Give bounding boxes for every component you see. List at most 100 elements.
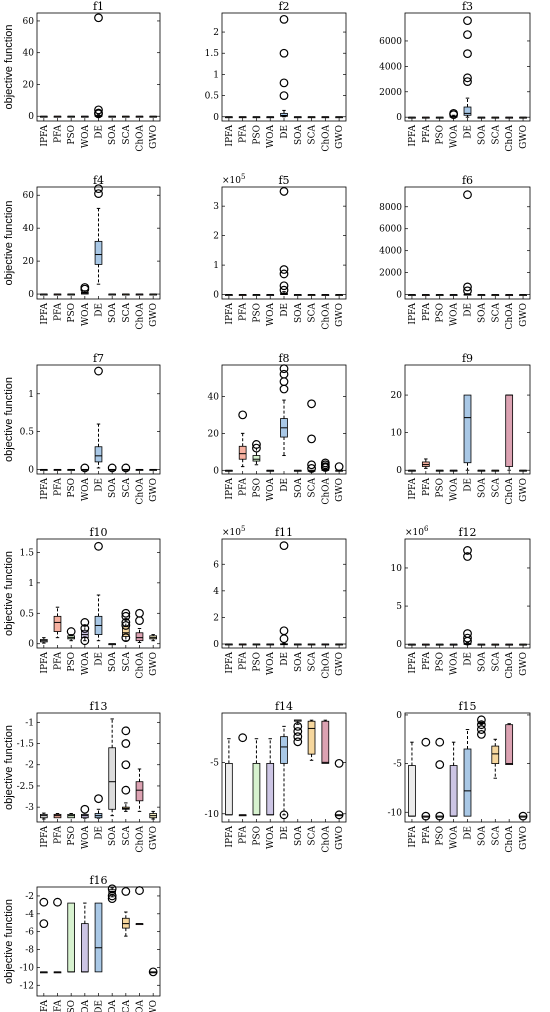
box-ChOA: [135, 293, 144, 296]
x-tick-label: PSO: [436, 478, 446, 498]
y-tick-label: -12: [20, 981, 35, 991]
box-PFA: [53, 115, 62, 118]
box-WOA: [80, 463, 90, 473]
x-tick-label: PFA: [239, 652, 249, 671]
y-tick-label: 0: [213, 640, 219, 650]
box-body: [108, 747, 116, 810]
box-PFA: [238, 116, 247, 119]
x-tick-label: GWO: [149, 303, 159, 327]
box-body: [94, 446, 103, 463]
box-DE: [279, 541, 289, 646]
outlier-point: [107, 884, 117, 894]
y-tick-label: 10: [391, 564, 403, 574]
outlier-point: [121, 608, 131, 618]
y-tick-label: 0: [396, 466, 402, 476]
y-tick-label: 0: [28, 112, 34, 122]
box-PSO: [66, 627, 76, 642]
box-body: [238, 445, 247, 460]
box-GWO: [335, 116, 343, 119]
box-body: [94, 902, 103, 973]
x-tick-label: SOA: [477, 652, 487, 673]
x-tick-label: IPFA: [225, 125, 235, 147]
x-tick-label: SCA: [308, 125, 318, 145]
box-SOA: [107, 463, 117, 473]
box-body: [81, 629, 89, 639]
x-tick-label: IPFA: [40, 125, 50, 147]
outlier-point: [80, 463, 90, 473]
box-IPFA: [225, 643, 233, 646]
chart-title: f1: [93, 0, 104, 13]
box-WOA: [80, 283, 90, 295]
y-axis-label: objective function: [3, 25, 15, 110]
x-tick-label: DE: [95, 478, 105, 492]
box-WOA: [449, 643, 458, 646]
chart-title: f7: [93, 352, 104, 365]
y-tick-label: 20: [208, 429, 220, 439]
x-tick-label: IPFA: [408, 652, 418, 674]
box-DE: [279, 364, 289, 457]
outlier-point: [463, 286, 472, 296]
x-tick-label: WOA: [81, 826, 91, 850]
box-SCA: [491, 294, 500, 297]
box-DE: [279, 187, 289, 295]
box-IPFA: [40, 293, 48, 296]
x-tick-label: ChOA: [505, 826, 515, 853]
x-tick-label: ChOA: [136, 478, 146, 505]
box-PSO: [435, 469, 444, 472]
box-SCA: [307, 719, 316, 761]
x-tick-label: SCA: [491, 125, 501, 145]
x-tick-label: DE: [464, 826, 474, 840]
box-SCA: [307, 116, 316, 119]
outlier-point: [121, 611, 131, 621]
box-SCA: [122, 293, 130, 296]
x-tick-label: DE: [280, 303, 290, 317]
box-ChOA: [135, 768, 144, 812]
box-PFA: [421, 643, 430, 646]
box-body: [280, 112, 288, 117]
x-tick-label: SOA: [477, 303, 487, 324]
y-tick-label: -2: [25, 761, 34, 771]
outlier-point: [121, 621, 131, 630]
x-tick-label: SCA: [122, 303, 132, 323]
box-GWO: [334, 758, 344, 820]
outlier-point: [293, 732, 303, 742]
chart-f14: f14 -5 -10 IPFA PFA PSO WOA DE SOA SCA ChOA GWO: [205, 700, 347, 853]
outlier-point: [463, 282, 472, 292]
x-tick-label: ChOA: [321, 652, 331, 679]
box-ChOA: [320, 458, 330, 472]
x-tick-label: PSO: [252, 478, 262, 498]
outlier-point: [94, 105, 103, 115]
outlier-point: [320, 463, 330, 472]
y-tick-label: 5: [396, 602, 402, 612]
x-tick-label: SOA: [108, 478, 118, 499]
box-body: [463, 394, 472, 464]
chart-title: f2: [278, 0, 289, 13]
chart-f3: f3 0 2000 4000 6000 IPFA PFA PSO WOA DE SOA SCA ChOA…: [379, 0, 531, 152]
box-SOA: [108, 643, 116, 646]
x-tick-label: PFA: [54, 652, 64, 671]
box-SOA: [293, 116, 302, 119]
box-SCA: [491, 738, 500, 779]
box-PSO: [67, 293, 75, 296]
x-tick-label: DE: [280, 125, 290, 139]
x-tick-label: GWO: [335, 652, 345, 676]
box-WOA: [81, 115, 89, 118]
outlier-point: [307, 399, 316, 409]
y-tick-label: 1.5: [205, 49, 220, 59]
box-GWO: [149, 810, 157, 820]
x-tick-label: SCA: [491, 652, 501, 672]
box-ChOA: [135, 468, 144, 471]
box-SCA: [121, 726, 131, 812]
outlier-point: [279, 48, 289, 58]
chart-f16: f16 -2 -4 -6 -8 -10 -12 objective function IPFA P…: [3, 874, 161, 1012]
x-tick-label: ChOA: [321, 125, 331, 152]
x-tick-label: SOA: [294, 303, 304, 324]
chart-title: f8: [278, 352, 289, 365]
chart-f8: f8 0 20 40 IPFA PFA PSO WOA DE SOA SCA ChOA GWO: [208, 352, 347, 505]
outlier-point: [463, 49, 472, 59]
chart-title: f15: [458, 700, 476, 713]
y-tick-label: -4: [25, 910, 34, 920]
outlier-point: [449, 108, 459, 118]
chart-f1: f1 0 20 40 60 objective function IPFA PFA PSO WOA…: [3, 0, 161, 152]
box-SCA: [491, 643, 500, 646]
